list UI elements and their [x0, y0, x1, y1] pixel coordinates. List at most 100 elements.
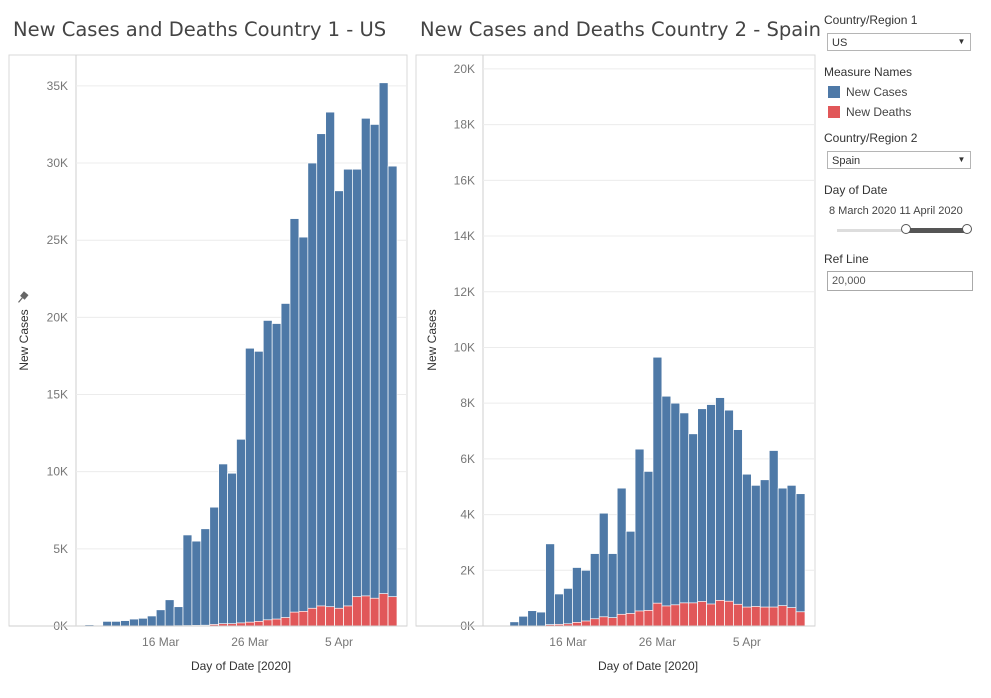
country2-select[interactable]: Spain ▼	[827, 151, 971, 169]
pin-icon-needle	[18, 297, 23, 303]
bar-new-deaths[interactable]	[572, 622, 582, 627]
country2-value: Spain	[832, 155, 861, 167]
bar-new-cases[interactable]	[724, 409, 734, 627]
chevron-down-icon[interactable]: ▼	[957, 37, 966, 46]
bar-new-cases[interactable]	[625, 530, 636, 627]
refline-input[interactable]: 20,000	[827, 271, 973, 291]
bar-new-cases[interactable]	[589, 553, 600, 627]
legend-label-new-cases: New Cases	[846, 85, 908, 99]
bar-new-deaths[interactable]	[679, 602, 690, 627]
bar-new-deaths[interactable]	[706, 603, 716, 627]
bar-new-deaths[interactable]	[733, 603, 743, 627]
bar-new-cases[interactable]	[572, 567, 582, 627]
bar-new-cases[interactable]	[563, 588, 573, 627]
bar-new-cases[interactable]	[759, 479, 770, 627]
bar-new-cases[interactable]	[670, 402, 681, 627]
refline-heading: Ref Line	[824, 252, 869, 266]
chevron-down-icon[interactable]: ▼	[957, 155, 966, 164]
bar-new-deaths[interactable]	[697, 601, 707, 627]
y-axis-title: New Cases	[425, 309, 439, 370]
y-tick-label: 10K	[454, 340, 475, 354]
bar-new-deaths[interactable]	[581, 620, 591, 627]
bar-new-deaths[interactable]	[715, 600, 725, 627]
bar-new-deaths[interactable]	[616, 613, 627, 627]
bar-new-deaths[interactable]	[589, 618, 600, 627]
y-tick-label: 18K	[454, 118, 475, 132]
y-tick-label: 20K	[454, 62, 475, 76]
pin-icon[interactable]	[16, 291, 29, 304]
date-slider-range[interactable]	[905, 228, 967, 233]
bar-new-cases[interactable]	[598, 512, 609, 627]
date-slider-end-handle[interactable]	[962, 224, 972, 234]
bar-new-cases[interactable]	[661, 395, 672, 627]
bar-new-deaths[interactable]	[750, 606, 761, 627]
date-range-labels: 8 March 2020 11 April 2020	[829, 205, 963, 217]
bar-new-deaths[interactable]	[742, 606, 752, 627]
bar-new-deaths[interactable]	[634, 610, 645, 627]
y-tick-label: 6K	[460, 452, 475, 466]
bar-new-cases[interactable]	[652, 356, 663, 627]
y-tick-label: 12K	[454, 285, 475, 299]
x-tick-label: 26 Mar	[231, 635, 268, 649]
y-tick-label: 20K	[47, 310, 68, 324]
bar-new-cases[interactable]	[607, 553, 618, 627]
country2-heading: Country/Region 2	[824, 131, 918, 145]
country1-heading: Country/Region 1	[824, 13, 918, 27]
date-end-label: 11 April 2020	[899, 205, 963, 217]
bar-new-cases[interactable]	[554, 593, 564, 627]
y-tick-label: 4K	[460, 508, 475, 522]
bar-new-deaths[interactable]	[625, 613, 636, 627]
bar-new-cases[interactable]	[581, 569, 591, 627]
bar-new-cases[interactable]	[697, 408, 707, 627]
bar-new-cases[interactable]	[733, 429, 743, 627]
y-tick-label: 16K	[454, 173, 475, 187]
country1-select[interactable]: US ▼	[827, 33, 971, 51]
x-tick-label: 16 Mar	[142, 635, 179, 649]
bar-new-deaths[interactable]	[661, 605, 672, 627]
bar-new-cases[interactable]	[742, 473, 752, 627]
bar-new-deaths[interactable]	[670, 604, 681, 627]
bar-new-deaths[interactable]	[759, 606, 770, 627]
bar-new-deaths[interactable]	[607, 617, 618, 627]
bar-new-deaths[interactable]	[652, 602, 663, 627]
bar-new-deaths[interactable]	[688, 602, 699, 627]
bar-new-deaths[interactable]	[795, 611, 806, 627]
x-axis-title: Day of Date [2020]	[191, 659, 291, 673]
bar-new-cases[interactable]	[715, 397, 725, 627]
y-tick-label: 8K	[460, 396, 475, 410]
bar-new-cases[interactable]	[518, 615, 529, 627]
bar-new-cases[interactable]	[768, 450, 779, 627]
bar-new-cases[interactable]	[679, 412, 690, 627]
bar-new-cases[interactable]	[616, 487, 627, 627]
y-tick-label: 2K	[460, 563, 475, 577]
bar-new-cases[interactable]	[545, 543, 555, 627]
bar-new-deaths[interactable]	[777, 605, 788, 627]
y-tick-label: 15K	[47, 388, 68, 402]
x-axis-title: Day of Date [2020]	[598, 659, 698, 673]
y-axis-title: New Cases	[17, 309, 31, 370]
x-tick-label: 16 Mar	[549, 635, 586, 649]
bar-new-cases[interactable]	[706, 404, 716, 627]
chart-title-us: New Cases and Deaths Country 1 - US	[13, 18, 387, 41]
y-tick-label: 35K	[47, 79, 68, 93]
date-slider-start-handle[interactable]	[901, 224, 911, 234]
bar-new-cases[interactable]	[795, 493, 806, 627]
bar-new-cases[interactable]	[509, 621, 520, 627]
legend-label-new-deaths: New Deaths	[846, 105, 912, 119]
y-tick-label: 25K	[47, 233, 68, 247]
bar-new-cases[interactable]	[527, 610, 538, 627]
chart-title-spain: New Cases and Deaths Country 2 - Spain	[420, 18, 822, 41]
bar-new-cases[interactable]	[688, 433, 699, 627]
bar-new-deaths[interactable]	[786, 607, 797, 627]
bar-new-cases[interactable]	[750, 484, 761, 627]
bar-new-cases[interactable]	[536, 611, 546, 627]
bar-new-deaths[interactable]	[768, 606, 779, 627]
bar-new-deaths[interactable]	[598, 616, 609, 627]
bar-new-cases[interactable]	[643, 471, 654, 627]
bar-new-cases[interactable]	[786, 484, 797, 627]
bar-new-cases[interactable]	[634, 448, 645, 627]
bar-new-deaths[interactable]	[643, 610, 654, 627]
bar-new-deaths[interactable]	[724, 600, 734, 627]
